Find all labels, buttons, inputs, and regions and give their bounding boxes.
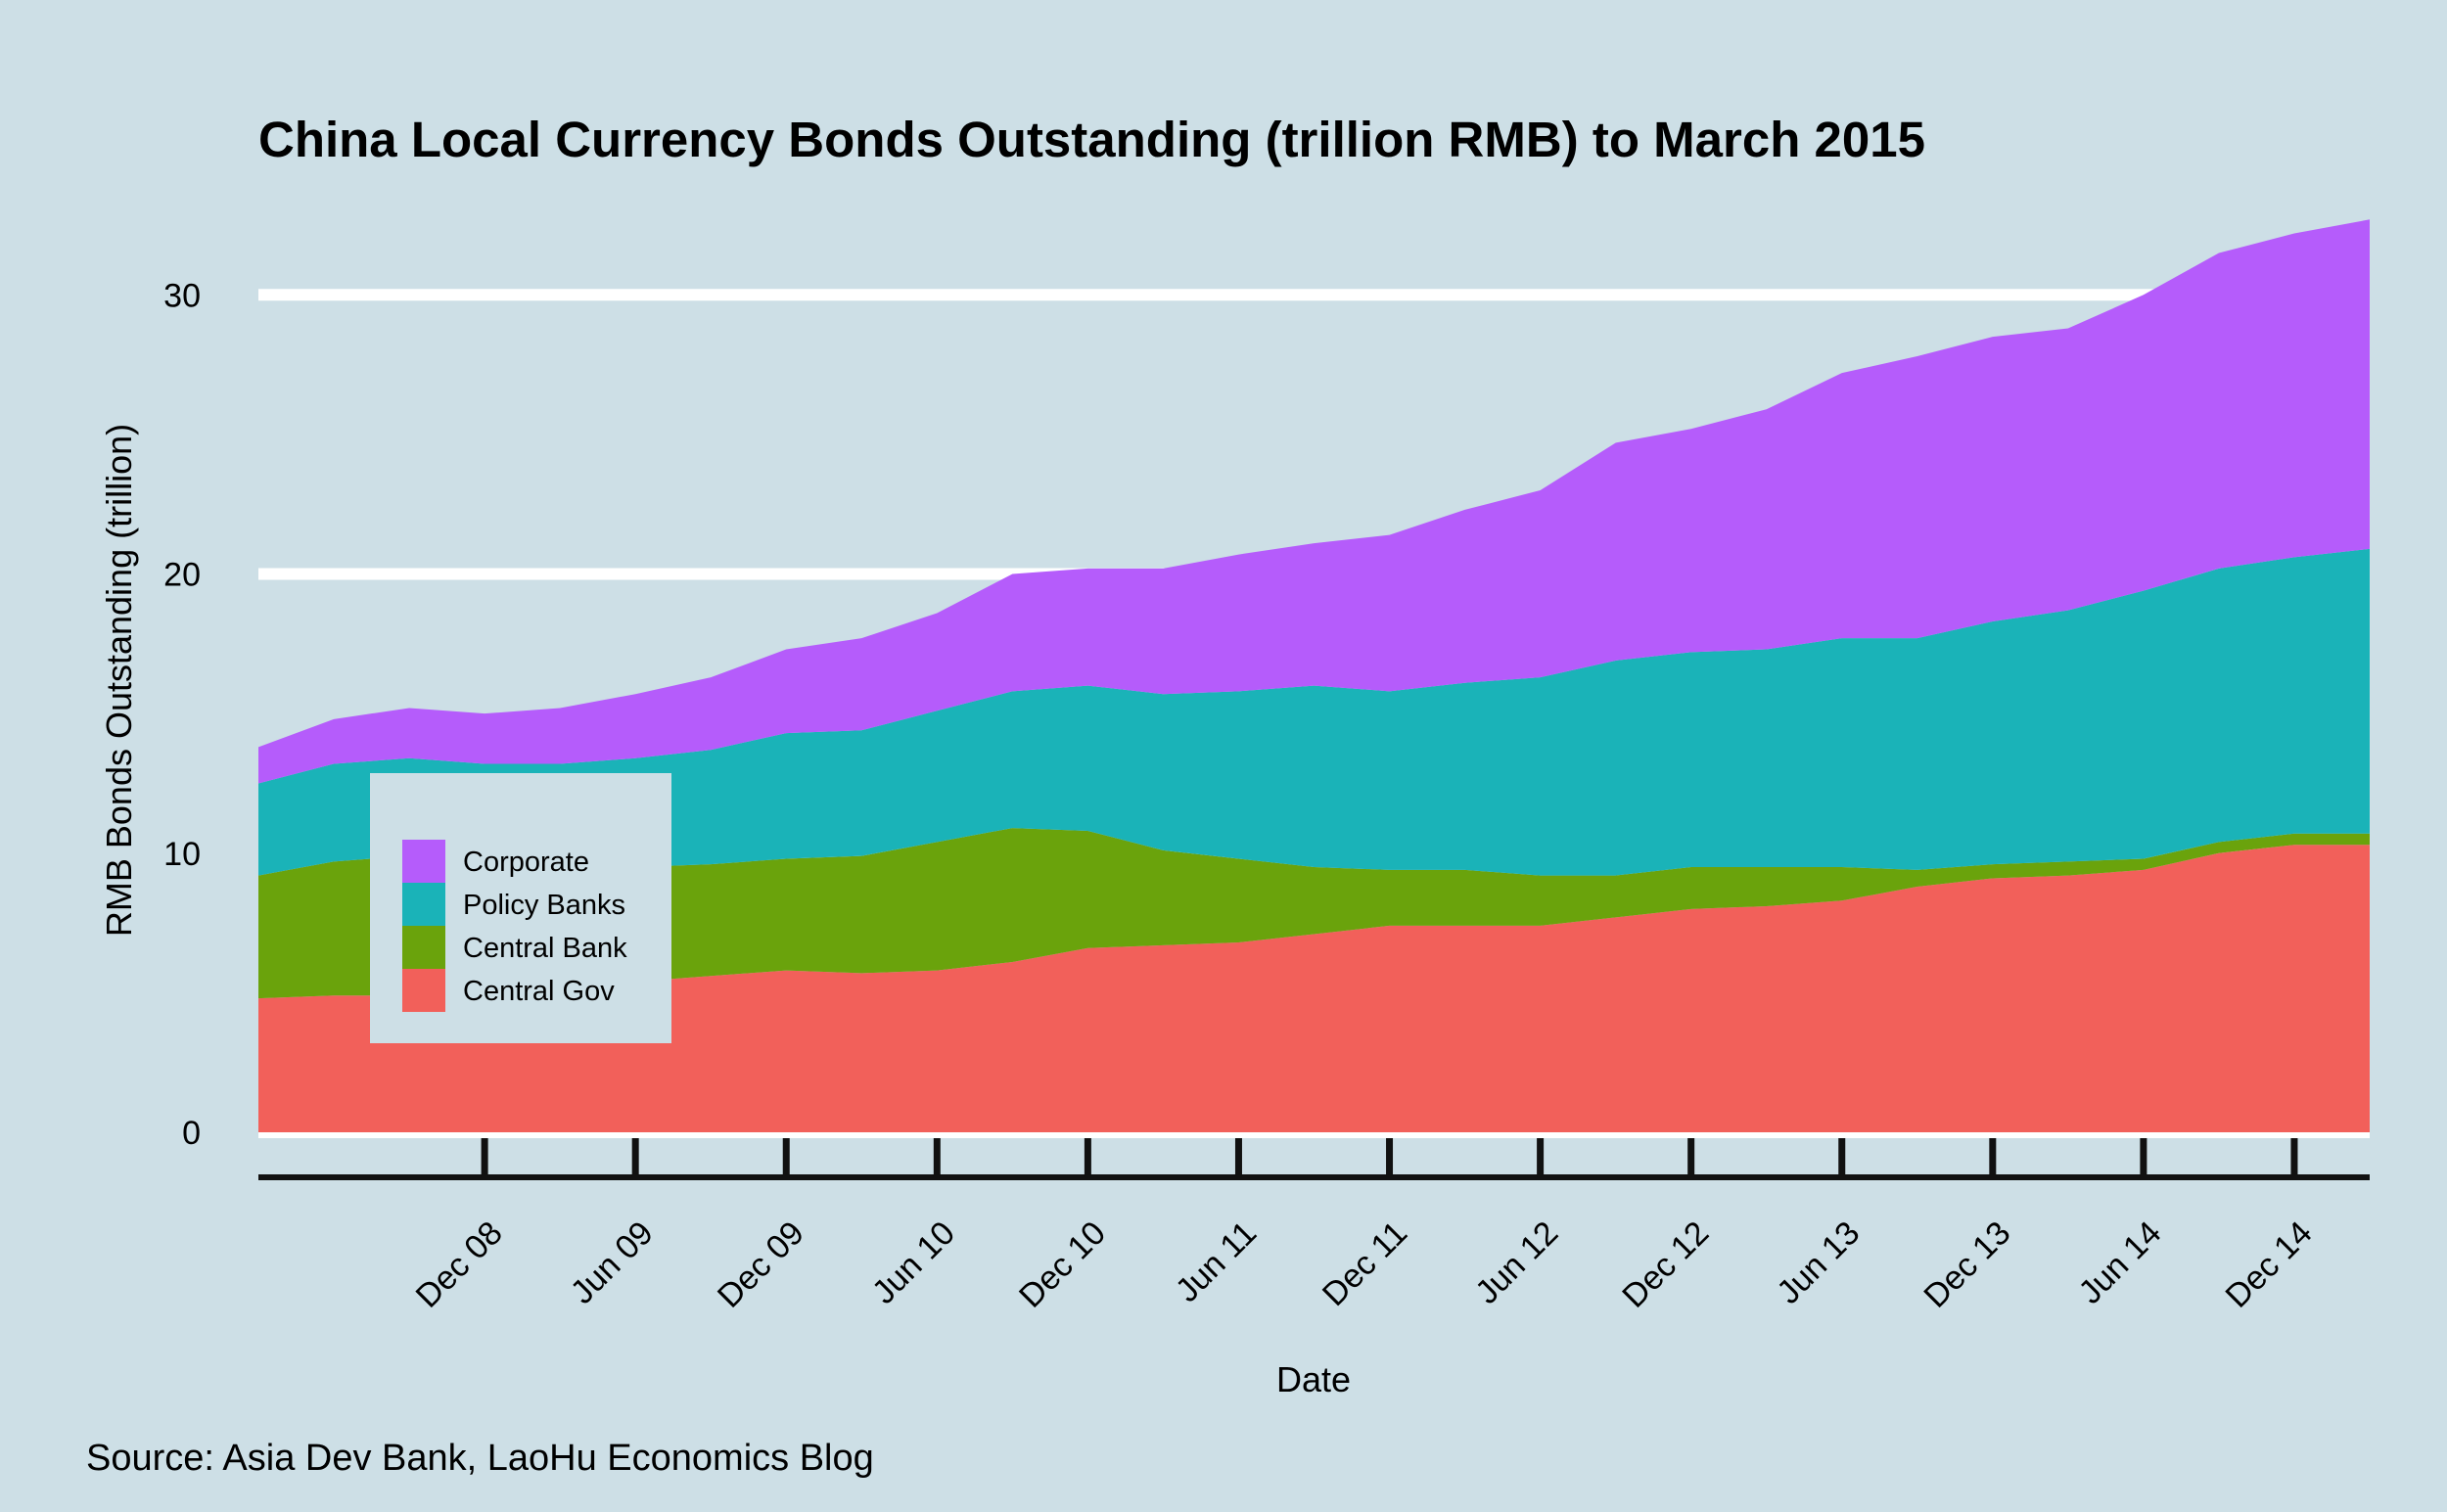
area-series (258, 219, 2370, 1132)
x-tick-label-dec-13: Dec 13 (1916, 1214, 2017, 1315)
x-tick-label-dec-09: Dec 09 (711, 1214, 811, 1315)
y-tick-label-0: 0 (182, 1115, 201, 1152)
x-tick-label-jun-14: Jun 14 (2071, 1214, 2168, 1311)
source-note: Source: Asia Dev Bank, LaoHu Economics B… (86, 1438, 874, 1479)
y-tick-label-20: 20 (163, 557, 201, 594)
y-axis-ticks: 0 10 20 30 (163, 277, 201, 1152)
x-tick-label-dec-10: Dec 10 (1012, 1214, 1113, 1315)
legend-label-policy-banks: Policy Banks (463, 890, 625, 921)
legend-swatch-corporate (402, 840, 445, 883)
x-axis-title: Date (1276, 1359, 1351, 1399)
x-tick-label-dec-08: Dec 08 (409, 1214, 510, 1315)
y-axis-title: RMB Bonds Outstanding (trillion) (99, 424, 139, 937)
x-tick-label-jun-11: Jun 11 (1169, 1214, 1264, 1309)
y-tick-label-10: 10 (163, 836, 201, 873)
legend: Corporate Policy Banks Central Bank Central… (370, 773, 671, 1043)
y-tick-label-30: 30 (163, 277, 201, 314)
x-tick-label-jun-13: Jun 13 (1770, 1214, 1867, 1311)
legend-swatch-central-gov (402, 969, 445, 1012)
legend-label-corporate: Corporate (463, 847, 589, 878)
legend-label-central-bank: Central Bank (463, 933, 627, 964)
chart-title: China Local Currency Bonds Outstanding (… (258, 112, 1925, 167)
legend-swatch-central-bank (402, 926, 445, 969)
x-tick-label-jun-09: Jun 09 (564, 1214, 661, 1311)
x-tick-label-dec-12: Dec 12 (1615, 1214, 1716, 1315)
legend-swatch-policy-banks (402, 883, 445, 926)
x-tick-label-jun-10: Jun 10 (865, 1214, 962, 1311)
area-central-bank (258, 828, 2370, 999)
area-policy-banks (258, 548, 2370, 876)
area-central-gov (258, 845, 2370, 1132)
x-tick-label-dec-11: Dec 11 (1316, 1214, 1414, 1313)
x-axis: Dec 08 Jun 09 Dec 09 Jun 10 Dec 10 Jun 11 Dec … (258, 1138, 2370, 1315)
x-tick-label-dec-14: Dec 14 (2219, 1214, 2320, 1315)
x-tick-label-jun-12: Jun 12 (1468, 1214, 1565, 1311)
legend-label-central-gov: Central Gov (463, 976, 615, 1007)
area-corporate (258, 219, 2370, 784)
